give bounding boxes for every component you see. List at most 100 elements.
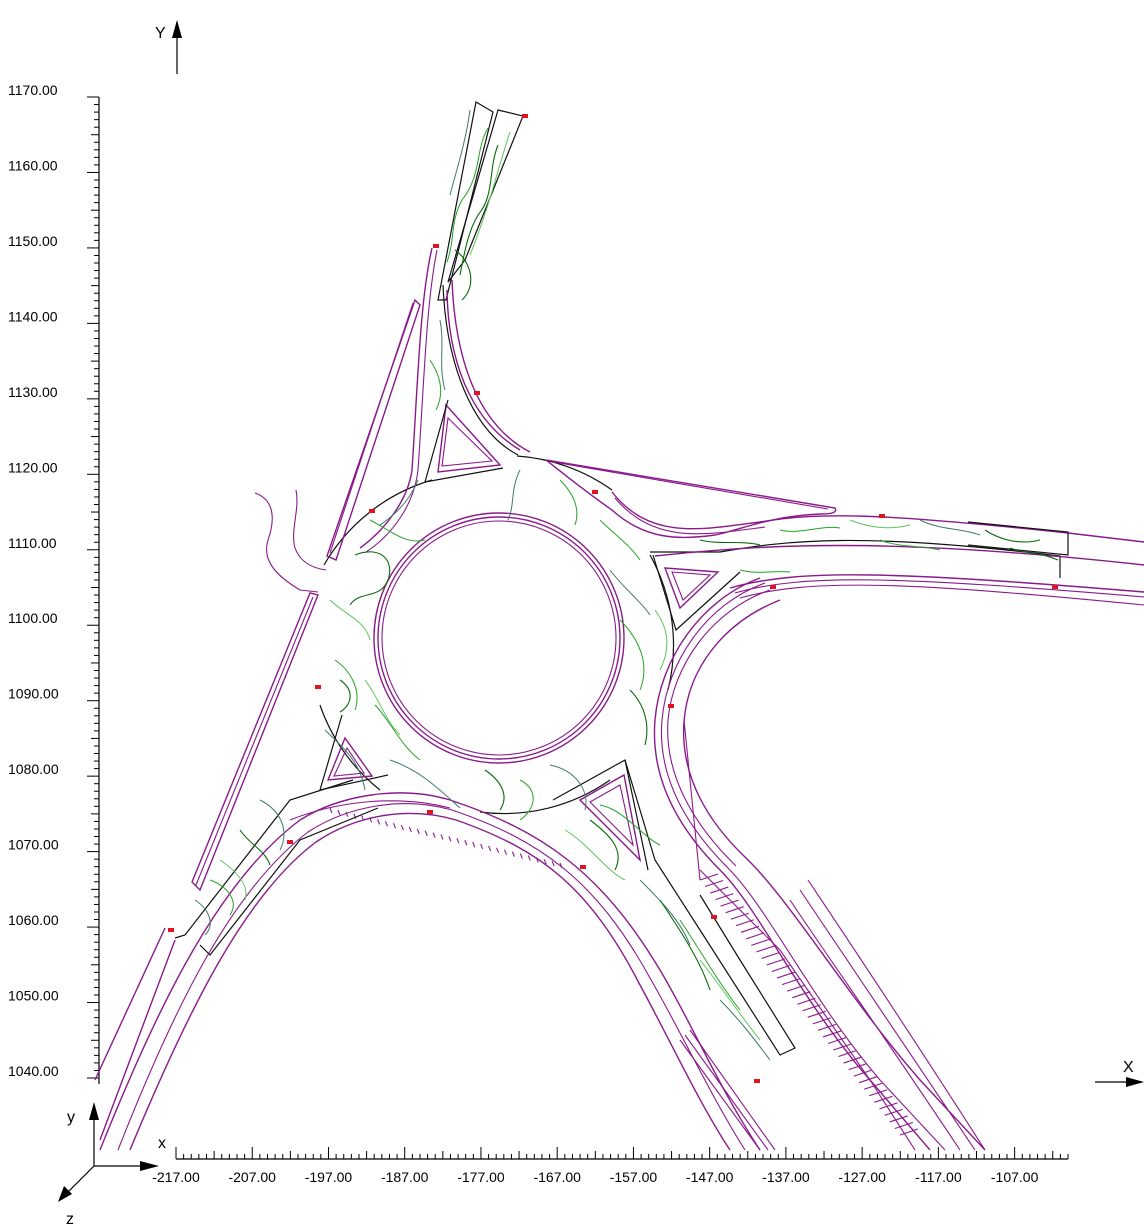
- station-marker: [433, 244, 439, 248]
- x-tick-label: -117.00: [915, 1169, 962, 1185]
- hatch-line: [761, 951, 780, 959]
- south-east-arm: [624, 577, 986, 1151]
- contour-lines: [194, 109, 1059, 1061]
- y-direction-arrow: Y: [155, 20, 182, 74]
- hatch-line: [488, 845, 492, 852]
- y-tick-label: 1140.00: [8, 308, 58, 324]
- y-tick-label: 1150.00: [8, 233, 58, 249]
- hatch-line: [776, 971, 796, 979]
- station-marker: [879, 514, 885, 518]
- station-marker: [522, 114, 528, 118]
- y-tick-label: 1090.00: [8, 686, 59, 702]
- x-axis-name: X: [1123, 1059, 1134, 1076]
- x-tick-label: -167.00: [533, 1169, 581, 1185]
- y-axis-ticks: [87, 96, 99, 1079]
- hatch-line: [345, 811, 349, 817]
- hatch-line: [699, 873, 719, 881]
- y-tick-label: 1100.00: [8, 610, 58, 626]
- hatch-line: [440, 834, 444, 840]
- triad-x-label: x: [158, 1135, 166, 1152]
- x-tick-label: -207.00: [228, 1169, 276, 1185]
- hatch-line: [710, 886, 729, 894]
- coordinate-triad: y x z: [58, 1102, 166, 1226]
- x-axis: -217.00 -207.00 -197.00 -187.00 -177.00 -167.…: [152, 1147, 1069, 1185]
- triad-y-label: y: [67, 1109, 75, 1126]
- x-tick-label: -187.00: [381, 1169, 429, 1185]
- hatch-line: [879, 1102, 898, 1110]
- hatch-line: [833, 1043, 852, 1051]
- hatch-line: [802, 1004, 821, 1012]
- hatch-line: [543, 859, 547, 865]
- east-splitter-island: [652, 554, 741, 632]
- y-axis-labels: 1170.00 1160.00 1150.00 1140.00 1130.00 1120.…: [8, 82, 59, 1079]
- hatch-line: [751, 938, 770, 946]
- y-axis: 1170.00 1160.00 1150.00 1140.00 1130.00 1120.…: [8, 82, 100, 1084]
- north-arm: [326, 101, 531, 561]
- hatch-pattern: [329, 807, 919, 1136]
- station-marker: [668, 704, 674, 708]
- y-tick-label: 1110.00: [8, 535, 57, 551]
- hatch-line: [480, 843, 484, 850]
- station-marker: [427, 810, 433, 814]
- hatch-line: [408, 826, 412, 833]
- hatch-line: [527, 855, 531, 861]
- hatch-line: [720, 899, 739, 907]
- triad-z-label: z: [66, 1211, 74, 1226]
- y-tick-label: 1170.00: [8, 82, 58, 98]
- station-marker: [315, 685, 321, 689]
- hatch-line: [448, 836, 452, 842]
- central-island: [373, 512, 625, 764]
- hatch-line: [551, 860, 555, 867]
- hatch-line: [894, 1121, 914, 1129]
- x-tick-label: -127.00: [838, 1169, 886, 1185]
- hatch-line: [400, 824, 404, 831]
- hatch-line: [385, 821, 389, 827]
- north-splitter-island: [424, 399, 504, 483]
- hatch-line: [745, 932, 765, 940]
- x-tick-label: -217.00: [152, 1169, 200, 1185]
- station-marker: [754, 1079, 760, 1083]
- x-tick-label: -107.00: [991, 1169, 1039, 1185]
- station-marker: [168, 928, 174, 932]
- station-markers: [168, 114, 1058, 1083]
- x-tick-label: -177.00: [457, 1169, 505, 1185]
- hatch-line: [812, 1017, 831, 1025]
- hatch-line: [704, 880, 724, 888]
- east-arm: [545, 459, 1144, 606]
- hatch-line: [725, 906, 744, 914]
- hatch-line: [766, 958, 785, 966]
- south-splitter-island: [552, 759, 649, 871]
- hatch-line: [792, 991, 811, 999]
- hatch-line: [416, 828, 420, 835]
- south-west-splitter-island: [319, 714, 389, 791]
- hatch-line: [519, 853, 523, 859]
- y-tick-label: 1130.00: [8, 384, 58, 400]
- hatch-line: [843, 1056, 862, 1064]
- y-tick-label: 1060.00: [8, 912, 59, 928]
- hatch-line: [503, 849, 507, 855]
- hatch-line: [787, 984, 806, 992]
- y-tick-label: 1040.00: [8, 1063, 59, 1079]
- hatch-line: [337, 809, 341, 816]
- hatch-line: [817, 1023, 837, 1031]
- hatch-line: [884, 1108, 903, 1116]
- station-marker: [369, 509, 375, 513]
- hatch-line: [828, 1036, 847, 1044]
- hatch-line: [781, 978, 801, 986]
- y-tick-label: 1160.00: [8, 157, 58, 173]
- x-tick-label: -147.00: [686, 1169, 734, 1185]
- station-marker: [592, 490, 598, 494]
- y-axis-name: Y: [155, 25, 166, 42]
- x-tick-label: -197.00: [305, 1169, 353, 1185]
- hatch-line: [822, 1030, 842, 1038]
- hatch-line: [853, 1069, 873, 1077]
- hatch-line: [715, 893, 734, 901]
- hatch-line: [377, 819, 381, 825]
- x-axis-labels: -217.00 -207.00 -197.00 -187.00 -177.00 -167.…: [152, 1169, 1038, 1185]
- south-west-arm: [94, 592, 776, 1151]
- station-marker: [287, 840, 293, 844]
- hatch-line: [464, 840, 468, 846]
- hatch-line: [496, 847, 500, 854]
- station-marker: [770, 585, 776, 589]
